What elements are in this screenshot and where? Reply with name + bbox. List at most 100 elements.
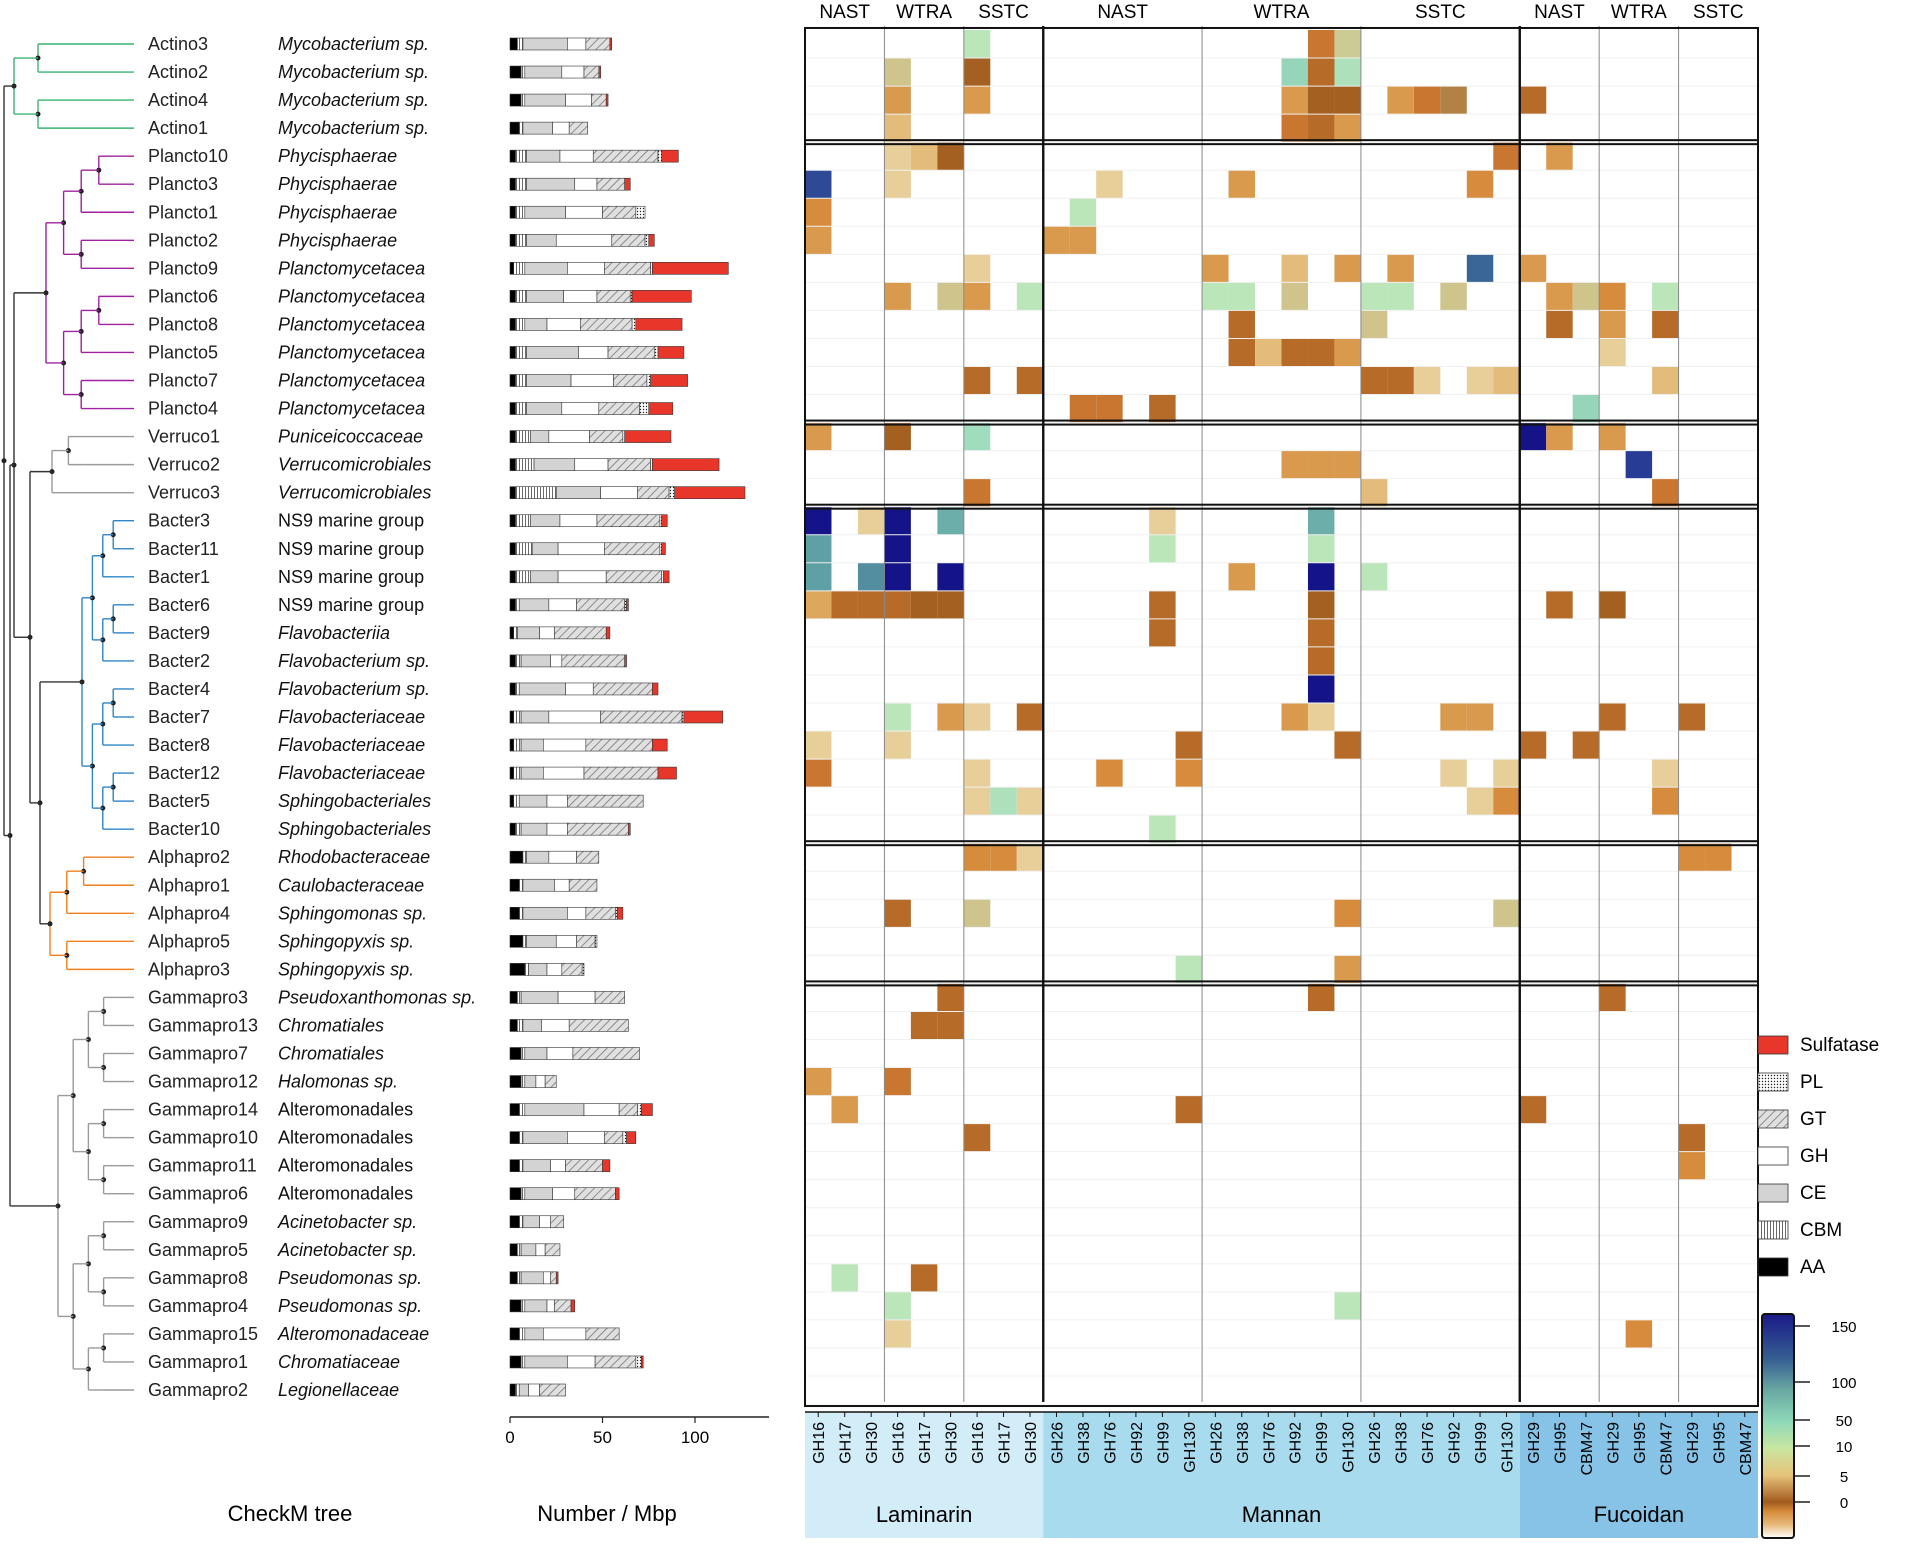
bar-alphapro1-ce — [522, 878, 555, 892]
taxon-label-gammapro6: Alteromonadales — [278, 1184, 413, 1204]
heat-cell-bacter11-gh16 — [805, 534, 832, 563]
bar-plancto8-sulfatase — [635, 318, 683, 331]
bar-gammapro4-aa — [509, 1299, 522, 1313]
heat-cell-plancto5-gh29 — [1599, 338, 1626, 367]
bar-gammapro14-gt — [618, 1103, 638, 1116]
bar-gammapro4-cbm — [520, 1299, 526, 1313]
bar-gammapro15-ce — [524, 1327, 544, 1341]
bar-gammapro5-gt — [544, 1243, 561, 1257]
tip-label-plancto7: Plancto7 — [148, 371, 218, 391]
bar-plancto8-gt — [579, 318, 633, 331]
legend-swatch-aa — [1757, 1257, 1789, 1277]
bar-chart: 0 50 100 — [505, 37, 769, 1447]
heat-cell-plancto4-gh76 — [1096, 394, 1123, 423]
taxon-label-verruco1: Puniceicoccaceae — [278, 427, 423, 447]
bar-plancto2-gh — [555, 233, 613, 247]
taxon-label-plancto7: Planctomycetacea — [278, 371, 425, 391]
bar-alphapro3-aa — [509, 963, 526, 976]
tip-label-bacter8: Bacter8 — [148, 735, 210, 755]
bar-bacter2-cbm — [515, 654, 522, 668]
heat-cell-gammapro13-gh30 — [937, 1011, 964, 1040]
bar-actino4-aa — [509, 93, 522, 107]
site-label-sstc: SSTC — [1415, 2, 1466, 23]
tip-label-gammapro7: Gammapro7 — [148, 1044, 248, 1064]
heat-col-label-gh92: GH92 — [1288, 1422, 1305, 1464]
heat-cell-plancto6-gh30 — [1016, 282, 1044, 311]
tip-label-plancto4: Plancto4 — [148, 399, 218, 419]
heat-cell-gammapro4-gh16 — [884, 1291, 911, 1320]
heat-cell-actino1-gh99 — [1307, 114, 1335, 143]
heat-cell-plancto6-gh29 — [1599, 282, 1626, 311]
heat-cell-actino4-gh16 — [963, 86, 991, 115]
heat-cell-bacter1-gh30 — [937, 562, 964, 591]
bar-bacter8-ce — [520, 738, 544, 752]
heat-cell-plancto5-gh92 — [1281, 338, 1308, 367]
bar-alphapro2-ce — [526, 850, 550, 864]
bar-gammapro4-gh — [546, 1299, 555, 1313]
heat-col-label-gh130: GH130 — [1341, 1422, 1358, 1473]
bar-gammapro7-gh — [546, 1047, 574, 1060]
heat-cell-plancto7-gh76 — [1413, 366, 1441, 395]
bar-alphapro5-gh — [555, 935, 577, 948]
bar-actino3-ce — [522, 37, 568, 51]
bar-gammapro12-gt — [544, 1075, 557, 1088]
heat-cell-bacter6-gh17 — [831, 590, 858, 619]
heat-cell-bacter6-gh30 — [857, 590, 885, 619]
heat-cell-bacter6-gh95 — [1546, 590, 1573, 619]
bar-plancto10-gt — [592, 149, 659, 163]
site-label-nast: NAST — [1097, 2, 1148, 23]
taxon-label-alphapro3: Sphingopyxis sp. — [278, 959, 414, 979]
bar-plancto6-ce — [526, 290, 564, 303]
bar-bacter10-aa — [509, 822, 516, 836]
tip-label-gammapro9: Gammapro9 — [148, 1212, 248, 1232]
bar-x-tick-label: 0 — [505, 1428, 514, 1447]
bar-bacter2-gt — [561, 654, 625, 668]
bar-plancto3-cbm — [515, 177, 527, 191]
heat-cell-actino1-gh16 — [884, 114, 911, 143]
tip-label-bacter7: Bacter7 — [148, 707, 210, 727]
bar-plancto9-gt — [604, 262, 651, 275]
heat-cell-bacter7-gh92 — [1281, 702, 1308, 732]
colorbar-tick-label: 5 — [1840, 1469, 1848, 1486]
bar-gammapro1-gt — [594, 1355, 637, 1369]
taxon-label-gammapro8: Pseudomonas sp. — [278, 1268, 422, 1288]
heat-clade-box-1 — [804, 139, 1759, 426]
tip-label-verruco2: Verruco2 — [148, 455, 220, 475]
heat-cell-plancto2-gh38 — [1069, 226, 1097, 255]
bar-alphapro1-gh — [554, 878, 570, 892]
heat-cell-actino3-gh99 — [1307, 29, 1335, 59]
heat-cell-actino2-gh16 — [963, 58, 991, 87]
bar-gammapro10-ce — [522, 1131, 568, 1144]
taxon-label-bacter4: Flavobacterium sp. — [278, 679, 430, 699]
legend-label-gt: GT — [1800, 1109, 1827, 1130]
bar-gammapro9-gt — [550, 1215, 564, 1229]
taxonomy-labels: Mycobacterium sp. Mycobacterium sp. Mycoba… — [277, 34, 476, 1400]
heat-col-label-gh38: GH38 — [1076, 1422, 1093, 1464]
bar-plancto10-cbm — [515, 149, 527, 163]
bar-plancto3-ce — [526, 177, 576, 191]
heat-cell-gammapro8-gh17 — [831, 1263, 858, 1292]
heat-cell-plancto10-gh17 — [910, 142, 938, 171]
bar-plancto6-sulfatase — [631, 290, 692, 303]
bar-verruco3-aa — [509, 486, 516, 499]
legend-swatch-ce — [1757, 1183, 1789, 1203]
colorbar-tick-label: 150 — [1831, 1319, 1856, 1336]
heat-cell-alphapro2-gh29 — [1678, 843, 1706, 872]
taxon-label-alphapro5: Sphingopyxis sp. — [278, 931, 414, 951]
substrate-label-mannan: Mannan — [1242, 1502, 1322, 1527]
bar-alphapro1-gt — [568, 878, 598, 892]
bar-bacter9-aa — [509, 626, 515, 640]
heat-cell-plancto6-gh26 — [1360, 282, 1388, 311]
heat-cell-plancto6-gh30 — [937, 282, 964, 311]
bar-gammapro8-ce — [520, 1271, 544, 1285]
site-label-wtra: WTRA — [1254, 2, 1310, 23]
taxon-label-plancto5: Planctomycetacea — [278, 342, 425, 362]
taxon-label-actino1: Mycobacterium sp. — [278, 118, 429, 138]
bar-plancto5-cbm — [515, 346, 527, 359]
heat-cell-bacter5-cbm47 — [1652, 787, 1679, 816]
bar-alphapro5-aa — [509, 935, 524, 948]
taxon-label-gammapro9: Acinetobacter sp. — [277, 1212, 417, 1232]
heat-col-label-gh76: GH76 — [1102, 1422, 1119, 1464]
heat-cell-verruco3-gh26 — [1360, 478, 1388, 507]
heat-cell-gammapro10-gh29 — [1678, 1123, 1706, 1152]
